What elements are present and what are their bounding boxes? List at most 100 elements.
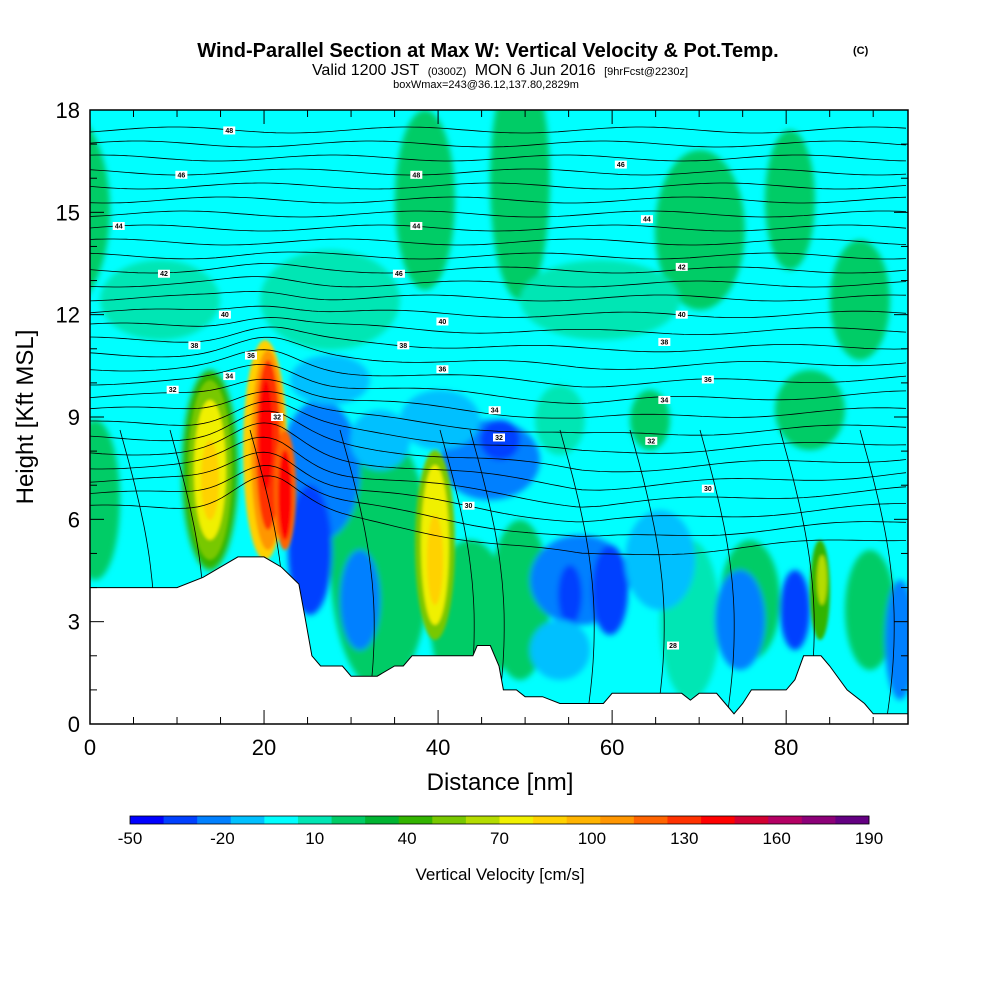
y-tick-label: 3 <box>68 610 80 635</box>
colorbar-swatch <box>465 816 500 824</box>
theta-contour <box>90 196 907 204</box>
colorbar-label: Vertical Velocity [cm/s] <box>415 865 584 884</box>
field-blob <box>845 550 895 670</box>
contour-label: 32 <box>169 387 177 394</box>
contour-label-box <box>392 269 405 278</box>
contour-label-box <box>410 170 423 179</box>
theta-contour <box>90 168 907 176</box>
colorbar-swatch <box>633 816 668 824</box>
subtitle-date: MON 6 Jun 2016 <box>475 62 596 79</box>
theta-contour <box>90 336 907 370</box>
colorbar-swatch <box>600 816 635 824</box>
theta-contour <box>90 263 907 274</box>
contour-label: 44 <box>643 217 651 224</box>
contour-label-box <box>493 433 505 442</box>
theta-contour <box>90 475 907 556</box>
colorbar-tick-label: 160 <box>762 829 790 848</box>
chart-title: Wind-Parallel Section at Max W: Vertical… <box>197 40 778 62</box>
colorbar-swatch <box>264 816 299 824</box>
theta-contour <box>90 154 907 162</box>
theta-contour <box>90 238 907 246</box>
x-axis: 0 20 40 60 80 <box>84 110 874 760</box>
x-tick-label: 80 <box>774 735 798 760</box>
contour-label-box <box>658 337 671 346</box>
theta-contour <box>699 429 735 719</box>
theta-contour <box>90 363 907 404</box>
field-core <box>278 450 292 540</box>
colorbar-swatch <box>432 816 467 824</box>
field-blob <box>520 260 680 340</box>
contour-label: 42 <box>160 271 168 278</box>
field-core <box>259 380 273 490</box>
colorbar-swatch <box>499 816 534 824</box>
colorbar-swatch <box>566 816 601 824</box>
theta-contour <box>90 410 907 473</box>
contour-label-box <box>436 365 449 374</box>
theta-contour <box>90 140 907 148</box>
contour-label-box <box>488 406 501 415</box>
field-blob <box>100 260 220 340</box>
colorbar-tick-label: 10 <box>305 829 324 848</box>
contour-label: 34 <box>660 397 668 404</box>
contour-label-box <box>667 641 680 650</box>
theta-contour <box>90 401 907 454</box>
y-axis-label: Height [Kft MSL] <box>12 330 39 505</box>
contour-label: 48 <box>225 128 233 135</box>
theta-contour <box>90 378 907 419</box>
contour-label-box <box>397 341 410 350</box>
colorbar-swatch <box>365 816 400 824</box>
colorbar-swatch <box>398 816 433 824</box>
colorbar-swatch <box>835 816 870 824</box>
field-blob <box>290 355 370 405</box>
contour-label-box <box>436 317 449 326</box>
field-blob <box>630 390 670 450</box>
contour-label: 40 <box>221 312 229 319</box>
colorbar-swatch <box>130 816 164 824</box>
contour-label: 46 <box>395 271 403 278</box>
y-tick-label: 0 <box>68 712 80 737</box>
field-blob <box>340 550 380 650</box>
boxwmax-label: boxWmax=243@36.12,137.80,2829m <box>393 79 579 91</box>
field-blob <box>400 390 480 450</box>
theta-contour <box>90 451 906 523</box>
colorbar-tick-label: -50 <box>118 829 143 848</box>
colorbar-tick-labels: -50 -20 10 40 70 100 130 160 190 <box>118 829 883 848</box>
contour-label: 44 <box>412 223 420 230</box>
field-blob <box>775 370 845 450</box>
field-blob <box>765 130 815 270</box>
theta-contour <box>90 276 907 288</box>
contour-label: 40 <box>678 312 686 319</box>
velocity-field <box>90 110 908 700</box>
colorbar-swatch <box>163 816 198 824</box>
colorbar-swatch <box>801 816 836 824</box>
field-blob <box>780 570 810 650</box>
y-tick-label: 18 <box>56 98 80 123</box>
field-blob <box>885 580 908 700</box>
field-blob <box>395 110 455 290</box>
subtitle-fcst: [9hrFcst@2230z] <box>604 66 688 78</box>
field-blob <box>288 485 332 615</box>
theta-contour <box>469 429 505 719</box>
colorbar-tick-label: 40 <box>398 829 417 848</box>
contour-label-box <box>701 375 714 384</box>
theta-contour <box>559 429 595 719</box>
colorbar-swatch <box>197 816 232 824</box>
contour-label: 46 <box>177 172 185 179</box>
colorbar-swatch <box>701 816 736 824</box>
contour-label: 36 <box>704 377 712 384</box>
colorbar-swatch <box>533 816 568 824</box>
theta-contour <box>90 210 907 218</box>
colorbar-tick-label: -20 <box>210 829 235 848</box>
colorbar-swatch <box>297 816 332 824</box>
x-axis-label: Distance [nm] <box>427 769 574 796</box>
field-blob <box>558 565 582 625</box>
colorbar <box>129 815 870 825</box>
contour-label: 34 <box>225 374 233 381</box>
contour-label: 36 <box>247 353 255 360</box>
field-blob <box>90 128 110 292</box>
contour-label-box <box>218 310 231 319</box>
field-blob <box>592 545 628 635</box>
contour-label-box <box>271 413 284 421</box>
field-core <box>817 555 827 605</box>
